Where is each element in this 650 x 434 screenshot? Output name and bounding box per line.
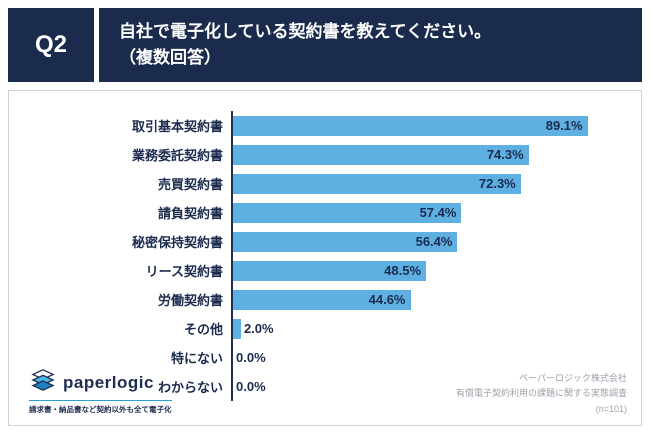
bar-area: 74.3%	[231, 140, 631, 169]
value-label: 44.6%	[368, 292, 406, 307]
bar: 44.6%	[233, 289, 411, 310]
bar-area: 0.0%	[231, 343, 631, 372]
bar: 56.4%	[233, 231, 458, 252]
survey-credit: ペーパーロジック株式会社 有償電子契約利用の課題に関する実態調査 (n=101)	[456, 371, 627, 417]
bar-area: 44.6%	[231, 285, 631, 314]
question-title-line2: （複数回答）	[119, 48, 221, 67]
credit-company: ペーパーロジック株式会社	[519, 373, 627, 384]
bar-row: 業務委託契約書 74.3%	[9, 140, 641, 169]
bar-area: 89.1%	[231, 111, 631, 140]
bar	[233, 318, 241, 339]
credit-survey-name: 有償電子契約利用の課題に関する実態調査	[455, 388, 627, 399]
brand-tagline: 請求書・納品書など契約以外も全て電子化	[29, 400, 172, 415]
bar-row: 労働契約書 44.6%	[9, 285, 641, 314]
category-label: 業務委託契約書	[131, 148, 223, 163]
question-title: 自社で電子化している契約書を教えてください。 （複数回答）	[99, 8, 642, 82]
bar-row: 秘密保持契約書 56.4%	[9, 227, 641, 256]
bar-row: 取引基本契約書 89.1%	[9, 111, 641, 140]
value-label: 0.0%	[236, 350, 266, 365]
bar-rows: 取引基本契約書 89.1% 業務委託契約書 74.3% 売買契約書 72.3% 請負契約書 5…	[9, 111, 641, 401]
bar-row: 特にない 0.0%	[9, 343, 641, 372]
category-label: 取引基本契約書	[131, 119, 223, 134]
bar-area: 57.4%	[231, 198, 631, 227]
bar-row: わからない 0.0%	[9, 372, 641, 401]
bar-row: その他 2.0%	[9, 314, 641, 343]
bar-area: 0.0%	[231, 372, 631, 401]
paperlogic-logo-icon	[29, 368, 57, 397]
question-title-line1: 自社で電子化している契約書を教えてください。	[119, 21, 492, 41]
logo-row: paperlogic	[29, 368, 172, 397]
credit-sample-size: (n=101)	[595, 403, 627, 414]
value-label: 48.5%	[384, 263, 422, 278]
value-label: 0.0%	[236, 379, 266, 394]
value-label: 89.1%	[545, 118, 583, 133]
bar-area: 56.4%	[231, 227, 631, 256]
bar-row: 売買契約書 72.3%	[9, 169, 641, 198]
bar-row: リース契約書 48.5%	[9, 256, 641, 285]
bar-area: 48.5%	[231, 256, 631, 285]
category-label: わからない	[157, 380, 223, 395]
bar: 89.1%	[233, 115, 588, 136]
bar-area: 72.3%	[231, 169, 631, 198]
chart-panel: 取引基本契約書 89.1% 業務委託契約書 74.3% 売買契約書 72.3% 請負契約書 5…	[8, 90, 642, 426]
bar: 74.3%	[233, 144, 529, 165]
category-label: 売買契約書	[157, 177, 223, 192]
value-label: 2.0%	[243, 321, 274, 336]
bar: 48.5%	[233, 260, 427, 281]
brand-name: paperlogic	[63, 372, 154, 392]
category-label: 請負契約書	[157, 206, 223, 221]
bar: 72.3%	[233, 173, 521, 194]
bar-area: 2.0%	[231, 314, 631, 343]
value-label: 74.3%	[486, 147, 524, 162]
value-label: 72.3%	[478, 176, 516, 191]
category-label: その他	[183, 322, 223, 337]
question-number: Q2	[8, 8, 94, 82]
category-label: 特にない	[170, 351, 223, 366]
value-label: 56.4%	[415, 234, 453, 249]
bar-row: 請負契約書 57.4%	[9, 198, 641, 227]
category-label: 秘密保持契約書	[131, 235, 223, 250]
question-header: Q2 自社で電子化している契約書を教えてください。 （複数回答）	[8, 8, 642, 82]
bar: 57.4%	[233, 202, 462, 223]
paperlogic-logo: paperlogic 請求書・納品書など契約以外も全て電子化	[29, 368, 172, 415]
category-label: リース契約書	[145, 264, 223, 279]
category-label: 労働契約書	[157, 293, 223, 308]
value-label: 57.4%	[419, 205, 457, 220]
